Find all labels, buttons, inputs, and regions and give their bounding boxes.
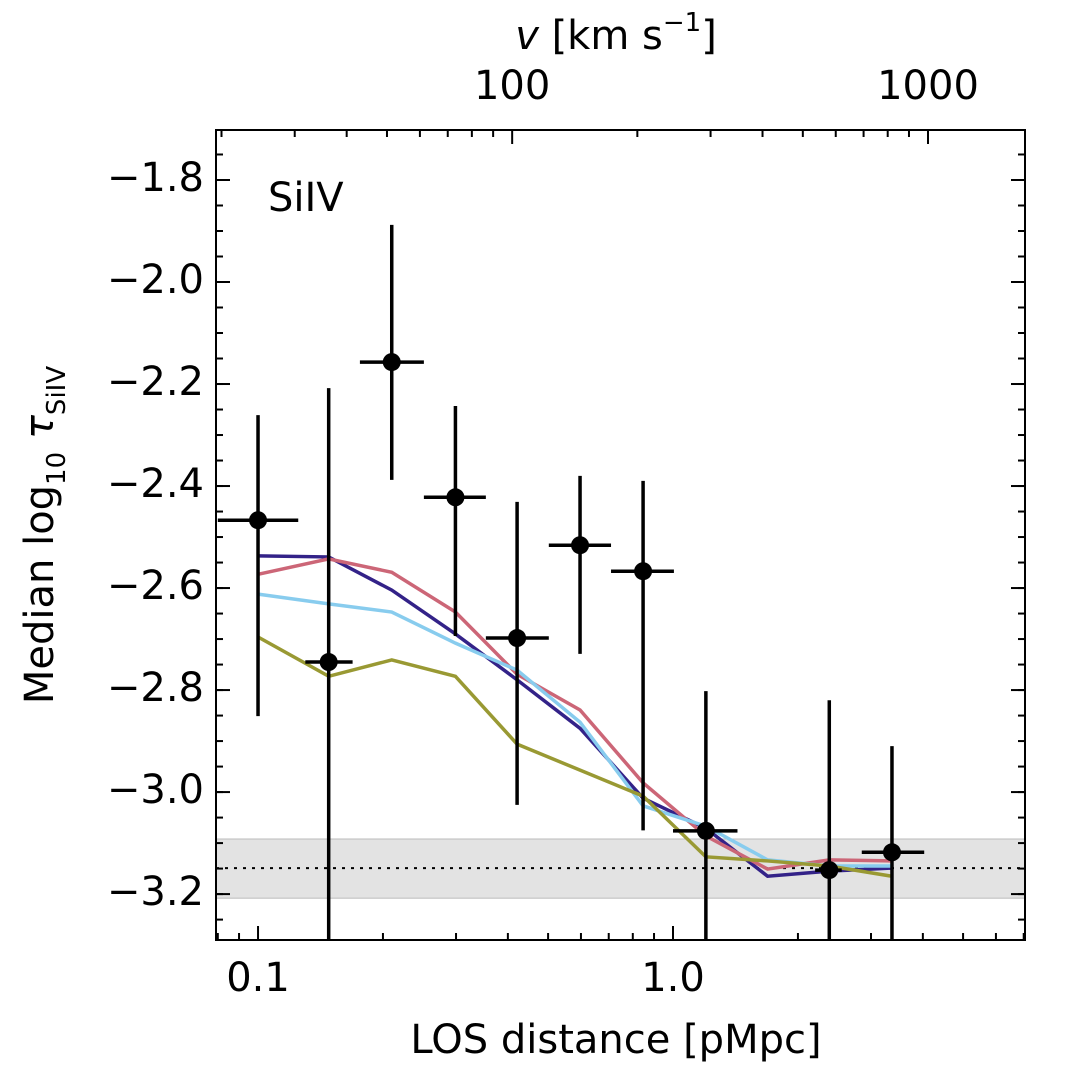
label-part: SiIV <box>42 366 72 415</box>
data-point <box>571 536 590 555</box>
data-point <box>882 843 901 862</box>
y-tick-label: −2.0 <box>107 257 204 303</box>
top-axis-label: v [km s−1] <box>515 8 717 60</box>
plot-area <box>216 224 1025 940</box>
y-tick-label: −2.8 <box>107 665 204 711</box>
x2-tick-label: 1000 <box>877 63 979 109</box>
data-point <box>696 821 715 840</box>
y-tick-label: −1.8 <box>107 155 204 201</box>
y-axis-label: Median log10 τSiIV <box>17 366 72 704</box>
data-point <box>820 861 839 880</box>
x-tick-label: 0.1 <box>226 955 290 1001</box>
noise-band <box>216 838 1025 899</box>
model-line <box>257 592 892 868</box>
y-tick-label: −2.6 <box>107 563 204 609</box>
x-axis-label: LOS distance [pMpc] <box>410 1017 821 1063</box>
data-point <box>249 511 268 530</box>
data-point <box>508 629 527 648</box>
label-part: τ <box>17 414 63 452</box>
y-tick-label: −2.4 <box>107 461 204 507</box>
label-part: v <box>515 13 540 59</box>
y-tick-label: −3.2 <box>107 869 204 915</box>
label-part: −1 <box>663 8 701 38</box>
x2-tick-label: 100 <box>474 63 550 109</box>
label-part: Median log <box>17 485 63 704</box>
label-part: ] <box>701 13 717 59</box>
data-point <box>634 562 653 581</box>
model-line <box>257 635 893 878</box>
annotation: SiIV <box>268 175 344 221</box>
plot-frame <box>215 129 1026 941</box>
model-line <box>257 557 893 871</box>
data-point <box>382 353 401 372</box>
x-tick-label: 1.0 <box>641 955 705 1001</box>
label-part: 10 <box>42 452 72 485</box>
label-part: [km s <box>539 13 663 59</box>
y-tick-label: −3.0 <box>107 767 204 813</box>
y-tick-label: −2.2 <box>107 359 204 405</box>
model-line <box>258 554 893 879</box>
data-point <box>446 488 465 507</box>
data-point <box>319 653 338 672</box>
